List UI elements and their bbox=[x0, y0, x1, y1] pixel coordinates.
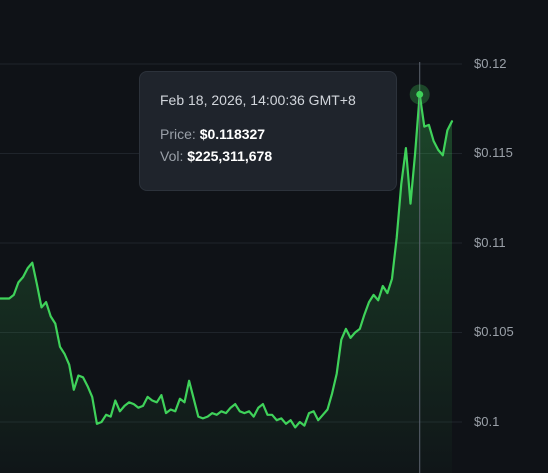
price-line bbox=[0, 93, 454, 429]
tooltip-datetime: Feb 18, 2026, 14:00:36 GMT+8 bbox=[160, 92, 356, 108]
y-tick-label: $0.1 bbox=[474, 414, 500, 429]
tooltip-price-label: Price: bbox=[160, 126, 196, 142]
y-tick-label: $0.105 bbox=[474, 324, 514, 339]
y-tick-label: $0.11 bbox=[474, 235, 506, 250]
y-tick-label: $0.115 bbox=[474, 145, 513, 160]
price-tooltip: Feb 18, 2026, 14:00:36 GMT+8 Price: $0.1… bbox=[139, 71, 397, 191]
tooltip-price-row: Price: $0.118327 bbox=[160, 126, 376, 142]
price-area-fill bbox=[0, 94, 452, 473]
tooltip-volume-label: Vol: bbox=[160, 148, 184, 164]
tooltip-volume-row: Vol: $225,311,678 bbox=[160, 148, 376, 164]
y-tick-label: $0.12 bbox=[474, 56, 507, 71]
tooltip-volume-value: $225,311,678 bbox=[187, 148, 273, 164]
tooltip-price-value: $0.118327 bbox=[199, 126, 266, 142]
hover-point bbox=[416, 90, 424, 98]
